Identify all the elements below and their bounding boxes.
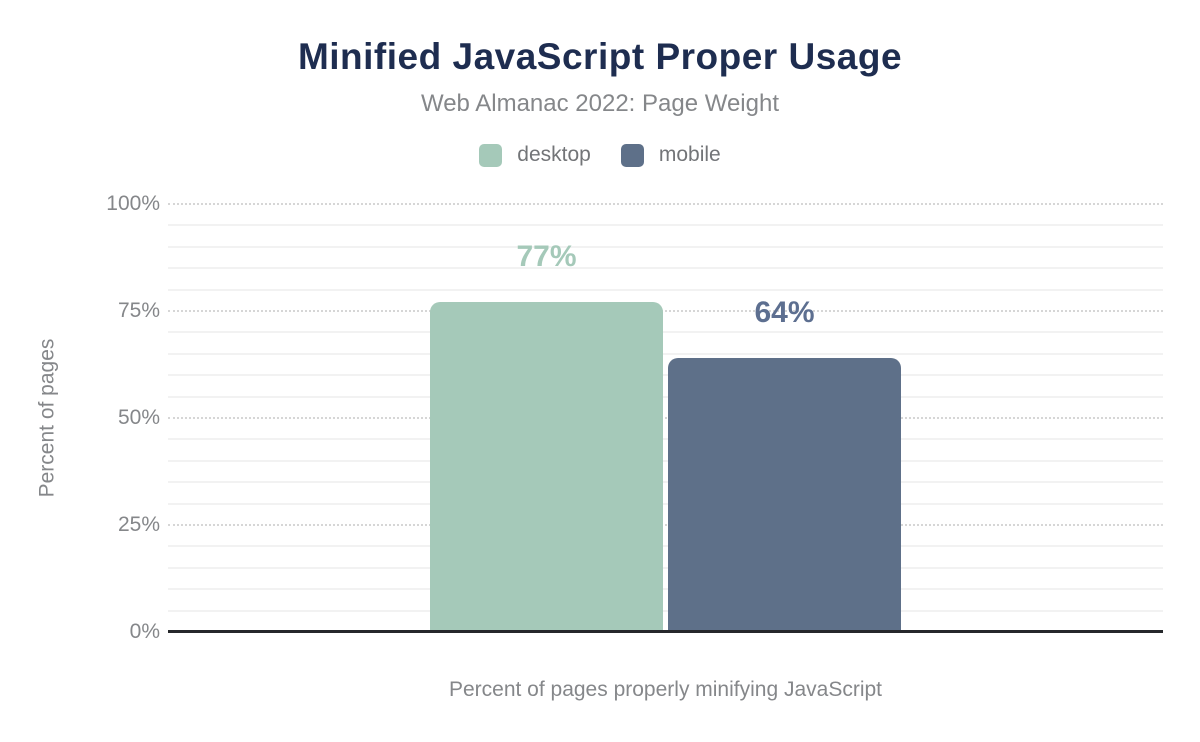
y-tick-label: 0% bbox=[129, 620, 160, 643]
gridline-minor bbox=[168, 588, 1163, 591]
gridline-minor bbox=[168, 566, 1163, 569]
legend: desktop mobile bbox=[0, 143, 1200, 167]
gridline-minor bbox=[168, 224, 1163, 227]
plot-area: 77% 64% bbox=[168, 203, 1163, 633]
y-tick-label: 100% bbox=[106, 192, 160, 215]
gridline-minor bbox=[168, 609, 1163, 612]
gridline-major bbox=[168, 310, 1163, 312]
gridline-minor bbox=[168, 288, 1163, 291]
gridline-major bbox=[168, 417, 1163, 419]
gridline-minor bbox=[168, 245, 1163, 248]
x-axis-line bbox=[168, 630, 1163, 633]
gridline-minor bbox=[168, 481, 1163, 484]
gridline-minor bbox=[168, 374, 1163, 377]
legend-label-desktop: desktop bbox=[517, 143, 591, 166]
bar-desktop[interactable] bbox=[430, 302, 663, 632]
bar-value-label-desktop: 77% bbox=[516, 240, 577, 274]
gridline-minor bbox=[168, 459, 1163, 462]
legend-item-desktop[interactable]: desktop bbox=[479, 143, 591, 167]
chart-title: Minified JavaScript Proper Usage bbox=[297, 36, 903, 77]
gridline-minor bbox=[168, 267, 1163, 270]
y-tick-label: 50% bbox=[117, 406, 160, 429]
legend-item-mobile[interactable]: mobile bbox=[620, 143, 721, 167]
gridline-minor bbox=[168, 331, 1163, 334]
x-axis-title: Percent of pages properly minifying Java… bbox=[448, 678, 883, 701]
gridline-minor bbox=[168, 502, 1163, 505]
bar-mobile[interactable] bbox=[668, 358, 901, 632]
legend-swatch-mobile bbox=[620, 143, 644, 167]
gridline-minor bbox=[168, 352, 1163, 355]
gridline-major bbox=[168, 524, 1163, 526]
legend-label-mobile: mobile bbox=[658, 143, 721, 166]
gridline-minor bbox=[168, 438, 1163, 441]
gridline-minor bbox=[168, 545, 1163, 548]
bar-value-label-mobile: 64% bbox=[754, 296, 815, 330]
legend-swatch-desktop bbox=[479, 143, 503, 167]
y-tick-label: 75% bbox=[117, 299, 160, 322]
chart-subtitle: Web Almanac 2022: Page Weight bbox=[420, 90, 779, 117]
gridline-major bbox=[168, 203, 1163, 205]
gridline-minor bbox=[168, 395, 1163, 398]
y-tick-label: 25% bbox=[117, 513, 160, 536]
